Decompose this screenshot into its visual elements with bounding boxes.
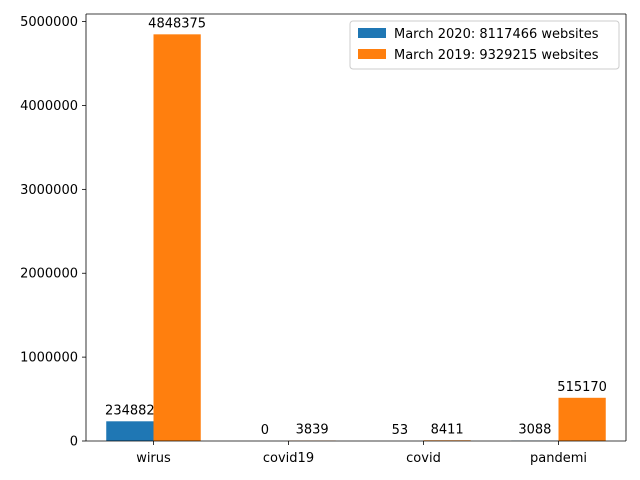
x-tick-label-wirus: wirus [136,451,171,466]
data-label: 53 [392,423,409,438]
x-tick-label-covid19: covid19 [263,451,314,466]
bar-pandemi-series-2 [558,397,606,441]
y-tick-label: 3000000 [20,183,78,198]
data-label: 0 [261,423,269,438]
legend-swatch-2 [358,49,386,59]
data-label: 4848375 [148,16,206,31]
y-tick-label: 5000000 [20,15,78,30]
y-tick-label: 4000000 [20,99,78,114]
bar-wirus-series-2 [153,34,201,441]
y-tick-label: 1000000 [20,351,78,366]
x-tick-label-pandemi: pandemi [530,451,587,466]
legend-swatch-1 [358,28,386,38]
legend-entry-1: March 2020: 8117466 websites [394,27,599,42]
data-label: 515170 [557,380,607,395]
legend: March 2020: 8117466 websites March 2019: … [349,20,620,70]
y-tick-label: 0 [70,435,78,450]
y-tick-label: 2000000 [20,267,78,282]
data-label: 8411 [431,422,464,437]
data-label: 234882 [105,403,155,418]
data-label: 3839 [296,423,329,438]
legend-entry-2: March 2019: 9329215 websites [394,48,599,63]
data-labels-group: 234882 0 53 3088 4848375 3839 8411 515170 [105,16,607,438]
x-tick-label-covid: covid [406,451,441,466]
legend-box [349,20,620,70]
axes-group: 0 1000000 2000000 3000000 4000000 5000000 wiru… [20,13,627,466]
data-label: 3088 [518,423,551,438]
bars-group [106,34,606,441]
bar-wirus-series-1 [106,421,154,441]
